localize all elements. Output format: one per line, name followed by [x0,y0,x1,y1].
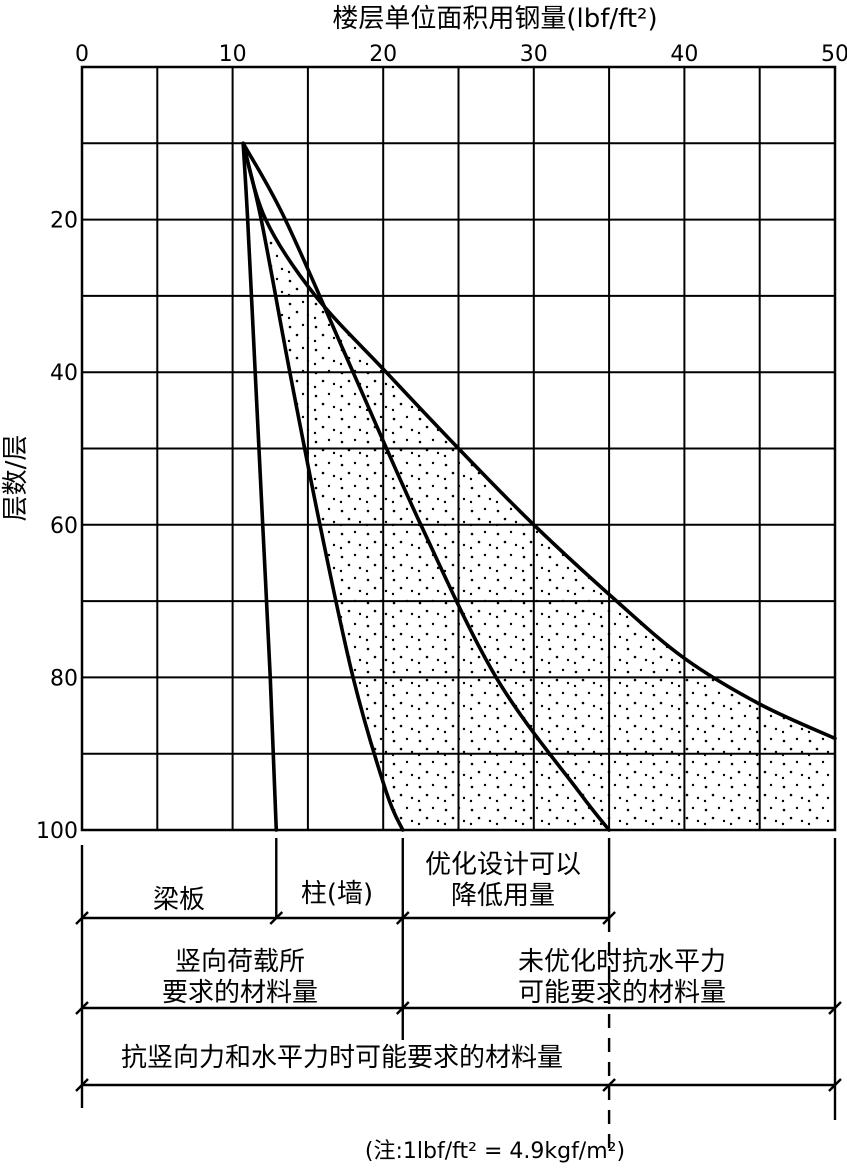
bracket-tick-mark [828,1001,842,1015]
label-beam-slab: 梁板 [153,885,205,915]
bracket-tick-mark [269,911,284,925]
y-tick-label: 20 [50,209,78,234]
bracket-tick-mark [602,911,616,925]
x-axis-title: 楼层单位面积用钢量(lbf/ft²) [332,4,657,34]
bracket-tick-mark [395,1001,410,1015]
label-vertical-load-line2: 要求的材料量 [162,978,318,1008]
x-tick-label: 30 [520,42,548,67]
bracket-tick-mark [602,1078,616,1092]
label-optimize-line1: 优化设计可以 [425,850,581,880]
y-tick-label: 80 [50,666,78,691]
bracket-tick-mark [75,1078,89,1092]
series-curve-3 [241,141,611,832]
label-lateral-line1: 未优化时抗水平力 [518,947,726,977]
y-tick-label: 60 [50,514,78,539]
bracket-tick-mark [828,1078,842,1092]
x-tick-label: 50 [821,42,847,67]
stippled-region [243,143,836,831]
x-tick-label: 40 [670,42,698,67]
bracket-tick-mark [395,911,410,925]
y-tick-label: 40 [50,361,78,386]
unit-note: (注:1lbf/ft² = 4.9kgf/m²) [365,1139,625,1164]
label-total-material: 抗竖向力和水平力时可能要求的材料量 [121,1043,563,1073]
series-curve-2 [241,141,405,832]
series-curve-4 [241,141,837,741]
x-tick-label: 20 [369,42,397,67]
label-lateral-line2: 可能要求的材料量 [518,978,726,1008]
y-axis-label: 层数/层 [1,435,31,522]
label-vertical-load-line1: 竖向荷载所 [175,947,305,977]
y-tick-label: 100 [36,819,78,844]
label-optimize-line2: 降低用量 [451,881,555,911]
series-curve-1 [241,141,279,832]
bracket-tick-mark [75,911,89,925]
bracket-tick-mark [75,1001,89,1015]
label-column-wall: 柱(墙) [301,879,373,909]
x-tick-label: 10 [219,42,247,67]
plot-area: 0 10 20 30 40 50 20 40 60 80 100 [36,42,847,1150]
x-tick-label: 0 [75,42,89,67]
